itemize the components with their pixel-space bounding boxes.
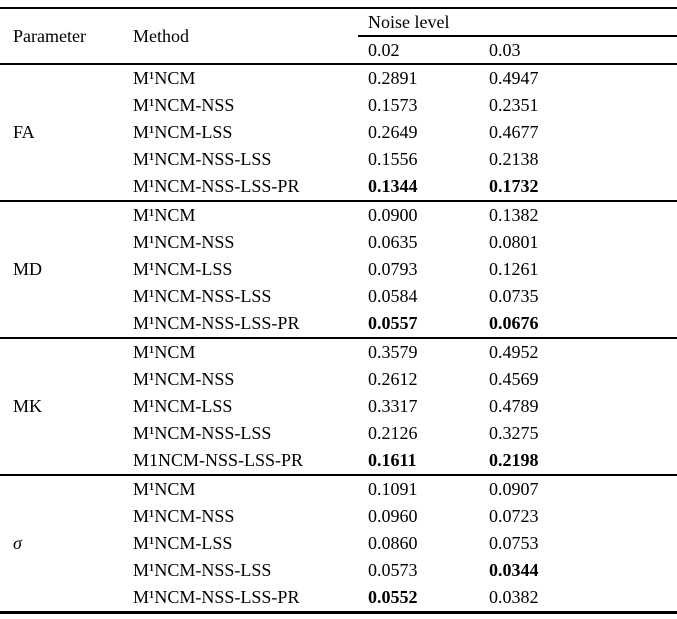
method-cell: M1NCM-NSS-LSS-PR bbox=[133, 450, 304, 470]
method-cell: M¹NCM bbox=[133, 205, 196, 225]
value-cell-002: 0.2126 bbox=[368, 423, 418, 443]
value-cell-003: 0.0723 bbox=[489, 506, 539, 526]
method-column-header: Method bbox=[133, 25, 189, 46]
method-cell: M¹NCM-NSS bbox=[133, 232, 235, 252]
table-row: FA M¹NCM 0.2891 0.4947 bbox=[0, 64, 677, 142]
value-cell-002: 0.1573 bbox=[368, 95, 418, 115]
parameter-column-header: Parameter bbox=[13, 25, 86, 46]
value-cell-002: 0.0793 bbox=[368, 259, 418, 279]
table-row: M¹NCM-NSS 0.0635 0.0801 bbox=[0, 229, 677, 256]
table-row: MD M¹NCM 0.0900 0.1382 bbox=[0, 201, 677, 279]
table-row: M¹NCM-LSS 0.0793 0.1261 bbox=[0, 256, 677, 283]
table-row: M¹NCM-NSS-LSS-PR 0.0552 0.0382 bbox=[0, 584, 677, 613]
method-cell: M¹NCM-NSS-LSS bbox=[133, 149, 272, 169]
method-cell: M¹NCM-LSS bbox=[133, 122, 233, 142]
value-cell-003: 0.0735 bbox=[489, 286, 539, 306]
value-cell-002: 0.0860 bbox=[368, 533, 418, 553]
method-cell: M¹NCM bbox=[133, 68, 196, 88]
value-cell-003: 0.0907 bbox=[489, 479, 539, 499]
group-mk: MK M¹NCM 0.3579 0.4952 M¹NCM-NSS 0.2612 … bbox=[0, 338, 677, 475]
value-cell-002: 0.2612 bbox=[368, 369, 418, 389]
table-row: MK M¹NCM 0.3579 0.4952 bbox=[0, 338, 677, 416]
method-cell: M¹NCM bbox=[133, 342, 196, 362]
table-row: M¹NCM-LSS 0.2649 0.4677 bbox=[0, 119, 677, 146]
table-row: M¹NCM-NSS-LSS 0.0573 0.0344 bbox=[0, 557, 677, 584]
value-cell-003: 0.3275 bbox=[489, 423, 539, 443]
method-cell: M¹NCM-NSS-LSS-PR bbox=[133, 313, 300, 333]
value-cell-002: 0.0960 bbox=[368, 506, 418, 526]
group-md: MD M¹NCM 0.0900 0.1382 M¹NCM-NSS 0.0635 … bbox=[0, 201, 677, 338]
method-cell: M¹NCM-LSS bbox=[133, 259, 233, 279]
value-cell-003: 0.4677 bbox=[489, 122, 539, 142]
table-row: M¹NCM-NSS-LSS 0.1556 0.2138 bbox=[0, 146, 677, 173]
value-cell-003: 0.1382 bbox=[489, 205, 539, 225]
value-cell-003: 0.4569 bbox=[489, 369, 539, 389]
value-cell-003: 0.4789 bbox=[489, 396, 539, 416]
method-cell: M¹NCM-NSS-LSS bbox=[133, 286, 272, 306]
table-row: M¹NCM-NSS-LSS-PR 0.0557 0.0676 bbox=[0, 310, 677, 338]
table-row: M¹NCM-NSS 0.1573 0.2351 bbox=[0, 92, 677, 119]
group-sigma: σ M¹NCM 0.1091 0.0907 M¹NCM-NSS 0.0960 0… bbox=[0, 475, 677, 613]
table-row: M¹NCM-NSS 0.2612 0.4569 bbox=[0, 366, 677, 393]
method-cell: M¹NCM-NSS-LSS bbox=[133, 560, 272, 580]
table-header: Parameter Method Noise level 0.02 0.03 bbox=[0, 8, 677, 64]
value-cell-003: 0.0344 bbox=[489, 560, 539, 580]
table-row: M¹NCM-LSS 0.0860 0.0753 bbox=[0, 530, 677, 557]
method-cell: M¹NCM bbox=[133, 479, 196, 499]
method-cell: M¹NCM-NSS bbox=[133, 369, 235, 389]
value-cell-003: 0.2198 bbox=[489, 450, 539, 470]
method-cell: M¹NCM-NSS-LSS-PR bbox=[133, 176, 300, 196]
parameter-label: MD bbox=[13, 259, 43, 279]
table-row: σ M¹NCM 0.1091 0.0907 bbox=[0, 475, 677, 553]
value-cell-002: 0.2891 bbox=[368, 68, 418, 88]
value-cell-003: 0.0676 bbox=[489, 313, 539, 333]
value-cell-003: 0.1732 bbox=[489, 176, 539, 196]
method-cell: M¹NCM-NSS bbox=[133, 95, 235, 115]
noise-003-column-header: 0.03 bbox=[489, 39, 521, 60]
results-table: Parameter Method Noise level 0.02 0.03 F… bbox=[0, 7, 677, 614]
value-cell-002: 0.0635 bbox=[368, 232, 418, 252]
value-cell-003: 0.2351 bbox=[489, 95, 539, 115]
value-cell-002: 0.3579 bbox=[368, 342, 418, 362]
parameter-label: FA bbox=[13, 122, 35, 142]
noise-level-column-header: Noise level bbox=[358, 8, 677, 37]
noise-002-column-header: 0.02 bbox=[368, 39, 400, 60]
value-cell-003: 0.1261 bbox=[489, 259, 539, 279]
method-cell: M¹NCM-LSS bbox=[133, 533, 233, 553]
value-cell-002: 0.2649 bbox=[368, 122, 418, 142]
group-fa: FA M¹NCM 0.2891 0.4947 M¹NCM-NSS 0.1573 … bbox=[0, 64, 677, 201]
value-cell-003: 0.0382 bbox=[489, 587, 539, 607]
value-cell-002: 0.1344 bbox=[368, 176, 418, 196]
parameter-label: σ bbox=[13, 533, 22, 553]
value-cell-002: 0.1556 bbox=[368, 149, 418, 169]
header-row-1: Parameter Method Noise level bbox=[0, 8, 677, 46]
value-cell-002: 0.3317 bbox=[368, 396, 418, 416]
value-cell-003: 0.2138 bbox=[489, 149, 539, 169]
method-cell: M¹NCM-NSS bbox=[133, 506, 235, 526]
table-row: M¹NCM-LSS 0.3317 0.4789 bbox=[0, 393, 677, 420]
value-cell-002: 0.1091 bbox=[368, 479, 418, 499]
table-row: M¹NCM-NSS-LSS 0.0584 0.0735 bbox=[0, 283, 677, 310]
value-cell-003: 0.0801 bbox=[489, 232, 539, 252]
value-cell-002: 0.1611 bbox=[368, 450, 417, 470]
method-cell: M¹NCM-NSS-LSS-PR bbox=[133, 587, 300, 607]
value-cell-003: 0.4952 bbox=[489, 342, 539, 362]
value-cell-003: 0.4947 bbox=[489, 68, 539, 88]
parameter-label: MK bbox=[13, 396, 43, 416]
method-cell: M¹NCM-LSS bbox=[133, 396, 233, 416]
value-cell-003: 0.0753 bbox=[489, 533, 539, 553]
method-cell: M¹NCM-NSS-LSS bbox=[133, 423, 272, 443]
header-row-2: 0.02 0.03 bbox=[0, 36, 677, 64]
table-row: M¹NCM-NSS-LSS-PR 0.1344 0.1732 bbox=[0, 173, 677, 201]
value-cell-002: 0.0900 bbox=[368, 205, 418, 225]
value-cell-002: 0.0584 bbox=[368, 286, 418, 306]
table-row: M¹NCM-NSS 0.0960 0.0723 bbox=[0, 503, 677, 530]
value-cell-002: 0.0552 bbox=[368, 587, 418, 607]
table-row: M¹NCM-NSS-LSS 0.2126 0.3275 bbox=[0, 420, 677, 447]
table-row: M1NCM-NSS-LSS-PR 0.1611 0.2198 bbox=[0, 447, 677, 475]
value-cell-002: 0.0573 bbox=[368, 560, 418, 580]
value-cell-002: 0.0557 bbox=[368, 313, 418, 333]
